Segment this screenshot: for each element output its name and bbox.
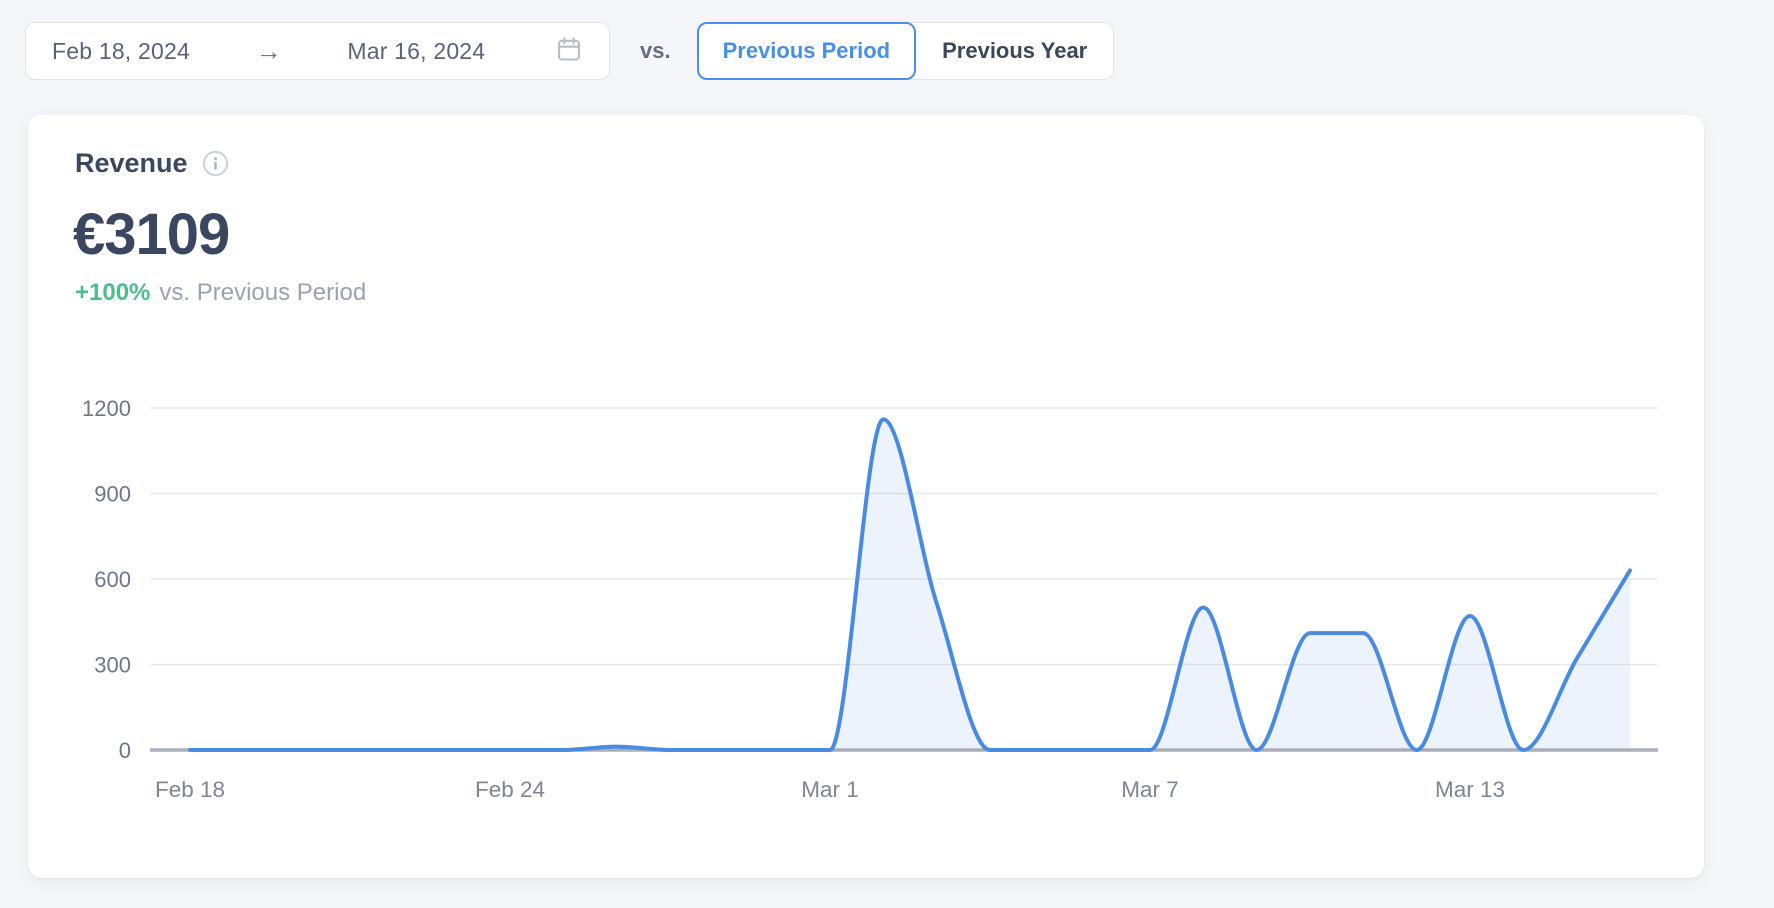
revenue-value: €3109	[73, 202, 230, 267]
x-axis-label: Feb 18	[155, 777, 225, 802]
x-axis-label: Mar 13	[1435, 777, 1505, 802]
card-title: Revenue	[75, 148, 188, 178]
y-axis-label: 1200	[82, 396, 131, 421]
revenue-card: Revenue €3109 +100% vs. Previous Period …	[28, 115, 1704, 878]
y-axis-label: 0	[119, 738, 131, 763]
delta-note: vs. Previous Period	[159, 279, 367, 306]
end-date[interactable]: Mar 16, 2024	[347, 37, 486, 64]
arrow-right-icon: →	[255, 35, 282, 66]
comparison-toggle-group: Previous Period Previous Year	[696, 22, 1115, 80]
info-icon[interactable]	[202, 150, 229, 177]
y-axis-label: 900	[94, 482, 131, 507]
start-date[interactable]: Feb 18, 2024	[52, 37, 190, 64]
vs-label: vs.	[640, 38, 671, 63]
revenue-chart[interactable]: 0 300 600 900 1200 Feb 18 Feb 24 Mar 1 Mar 7 Mar …	[28, 393, 1704, 853]
y-axis-label: 600	[94, 567, 131, 592]
date-range-picker[interactable]: Feb 18, 2024 → Mar 16, 2024	[25, 22, 610, 80]
comparison-toolbar: Feb 18, 2024 → Mar 16, 2024 vs. Previous…	[25, 22, 1115, 80]
calendar-icon[interactable]	[555, 35, 583, 68]
x-axis-label: Mar 7	[1121, 777, 1179, 802]
y-axis-label: 300	[94, 653, 131, 678]
x-axis-label: Mar 1	[801, 777, 859, 802]
delta-percent: +100%	[75, 279, 151, 306]
previous-year-button[interactable]: Previous Year	[910, 22, 1115, 80]
revenue-line	[188, 417, 1632, 752]
previous-period-button[interactable]: Previous Period	[696, 22, 917, 80]
revenue-area	[190, 419, 1630, 750]
x-axis-label: Feb 24	[475, 777, 545, 802]
